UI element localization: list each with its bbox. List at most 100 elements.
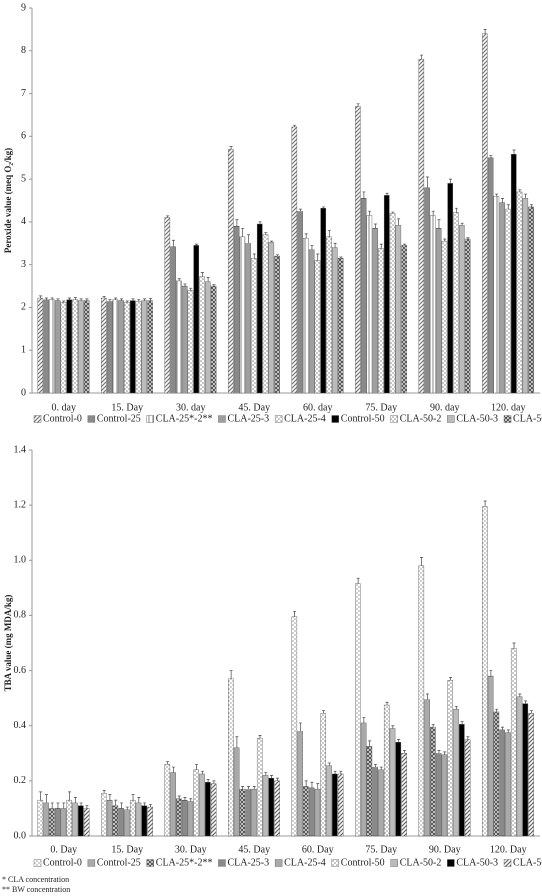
bar (164, 217, 171, 394)
bar (268, 777, 275, 837)
error-bar (114, 799, 118, 806)
bar (66, 799, 73, 837)
legend-label: Control-25 (97, 413, 141, 424)
bar (510, 154, 517, 394)
legend-label: CLA-50-2 (400, 413, 442, 424)
bar (187, 290, 194, 394)
y-tick-label: 9 (21, 2, 26, 13)
bar (205, 782, 211, 837)
y-tick-label: 0.8 (14, 610, 27, 621)
bar (170, 772, 176, 837)
bar (199, 773, 205, 837)
bar (482, 33, 488, 394)
y-tick-label: 0.0 (14, 830, 27, 841)
error-bar (62, 300, 66, 303)
bar (360, 198, 367, 394)
x-tick-label: 45. Day (238, 402, 270, 413)
bar (106, 301, 113, 394)
y-tick-label: 1 (21, 345, 26, 356)
bar (147, 300, 153, 394)
y-tick-label: 0.6 (14, 665, 27, 676)
error-bar (195, 243, 199, 246)
error-bar (391, 211, 395, 214)
error-bar (143, 298, 147, 301)
bar (528, 713, 534, 837)
legend-marker (274, 415, 283, 423)
error-bar (518, 693, 522, 697)
bar (505, 732, 511, 837)
error-bar (322, 710, 326, 714)
error-bar (68, 297, 72, 300)
bar (383, 704, 390, 837)
bar (176, 280, 182, 394)
error-bar (310, 781, 314, 788)
legend-marker (146, 859, 154, 867)
bar (464, 739, 471, 837)
legend-label: CLA-25-4 (284, 413, 326, 424)
bar (164, 764, 171, 837)
error-bar (264, 772, 268, 776)
bar (256, 737, 263, 837)
error-bar (466, 237, 470, 239)
error-bar (437, 219, 441, 229)
bar (360, 722, 367, 837)
legend-label: CLA-50-4 (513, 857, 542, 868)
error-bar (449, 178, 453, 184)
error-bar (373, 763, 377, 768)
error-bar (44, 794, 48, 803)
bar (464, 238, 471, 394)
error-bar (304, 780, 308, 787)
error-bar (460, 721, 464, 725)
bar (487, 157, 494, 394)
error-bar (131, 298, 135, 301)
error-bar (189, 798, 193, 802)
bar (78, 300, 84, 394)
bar (383, 195, 390, 394)
error-bar (431, 723, 435, 728)
error-bar (402, 243, 406, 246)
bar (118, 300, 124, 394)
error-bar (200, 770, 204, 774)
error-bar (183, 283, 187, 287)
bar (129, 300, 136, 394)
bar (308, 249, 315, 394)
bar (256, 223, 263, 394)
bar (493, 711, 500, 837)
bar (135, 802, 142, 837)
error-bar (420, 54, 424, 60)
error-bar (125, 806, 129, 810)
error-bar (524, 193, 528, 199)
bar (378, 248, 384, 394)
legend-marker (146, 415, 154, 423)
error-bar (270, 240, 274, 243)
error-bar (310, 245, 314, 250)
bar (251, 258, 257, 394)
error-bar (293, 124, 297, 127)
error-bar (460, 222, 464, 226)
legend-marker (503, 415, 512, 423)
bar (124, 809, 130, 837)
y-tick-label: 2 (21, 302, 26, 313)
error-bar (362, 717, 366, 723)
bar (239, 788, 246, 837)
error-bar (298, 722, 302, 732)
error-bar (483, 500, 487, 507)
bar (181, 285, 188, 394)
x-tick-label: 75. Day (365, 844, 397, 855)
error-bar (454, 706, 458, 710)
bar (430, 726, 436, 837)
error-bar (148, 298, 152, 301)
error-bar (391, 725, 395, 729)
bar (268, 242, 275, 394)
x-tick-label: 90. day (430, 402, 459, 413)
x-tick-label: 60. day (303, 402, 332, 413)
bar (101, 297, 107, 394)
bar (210, 285, 217, 394)
bar (320, 207, 327, 394)
error-bar (108, 299, 112, 302)
error-bar (483, 29, 487, 34)
error-bar (373, 223, 377, 229)
error-bar (425, 693, 429, 700)
bar (210, 783, 217, 837)
bar (274, 255, 280, 394)
